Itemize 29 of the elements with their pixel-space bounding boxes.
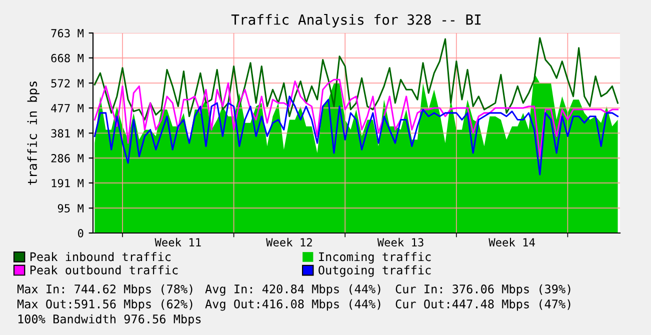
x-tick-label: Week 13 (377, 238, 424, 247)
x-tick-label: Week 11 (154, 238, 201, 247)
y-tick-label: 477 M (51, 104, 84, 112)
y-axis-title: traffic in bps (27, 82, 40, 185)
text: Cur In: 376.06 Mbps (39%) (396, 284, 570, 296)
legend-label: Peak inbound traffic (30, 252, 171, 262)
y-tick-label: 763 M (51, 29, 84, 38)
text: Max Out:591.56 Mbps (62%) (17, 299, 192, 311)
y-tick-label: 286 M (51, 154, 84, 162)
line-series (94, 37, 619, 121)
y-tick-label: 381 M (51, 129, 84, 138)
y-tick-label: 572 M (51, 79, 84, 88)
line-series (94, 96, 619, 176)
text: Avg In: 420.84 Mbps (44%) (205, 284, 380, 296)
text: Avg Out:416.08 Mbps (44%) (205, 299, 380, 311)
legend-label: Incoming traffic (319, 252, 431, 264)
x-tick-label: Week 12 (266, 238, 312, 247)
x-tick-label: Week 14 (488, 238, 535, 247)
text: Max In: 744.62 Mbps (78%) (17, 284, 192, 296)
y-tick-label: 95 M (58, 204, 84, 213)
line-series (94, 78, 619, 158)
text: Cur Out:447.48 Mbps (47%) (396, 299, 570, 311)
y-tick-label: 0 (78, 229, 84, 238)
chart-title: Traffic Analysis for 328 -- BI (231, 14, 481, 28)
text: 100% Bandwidth 976.56 Mbps (18, 314, 201, 326)
y-tick-label: 191 M (52, 178, 84, 188)
y-tick-label: 668 M (51, 54, 84, 62)
legend-label: Outgoing traffic (318, 265, 431, 277)
legend-label: Peak outbound traffic (30, 265, 178, 274)
